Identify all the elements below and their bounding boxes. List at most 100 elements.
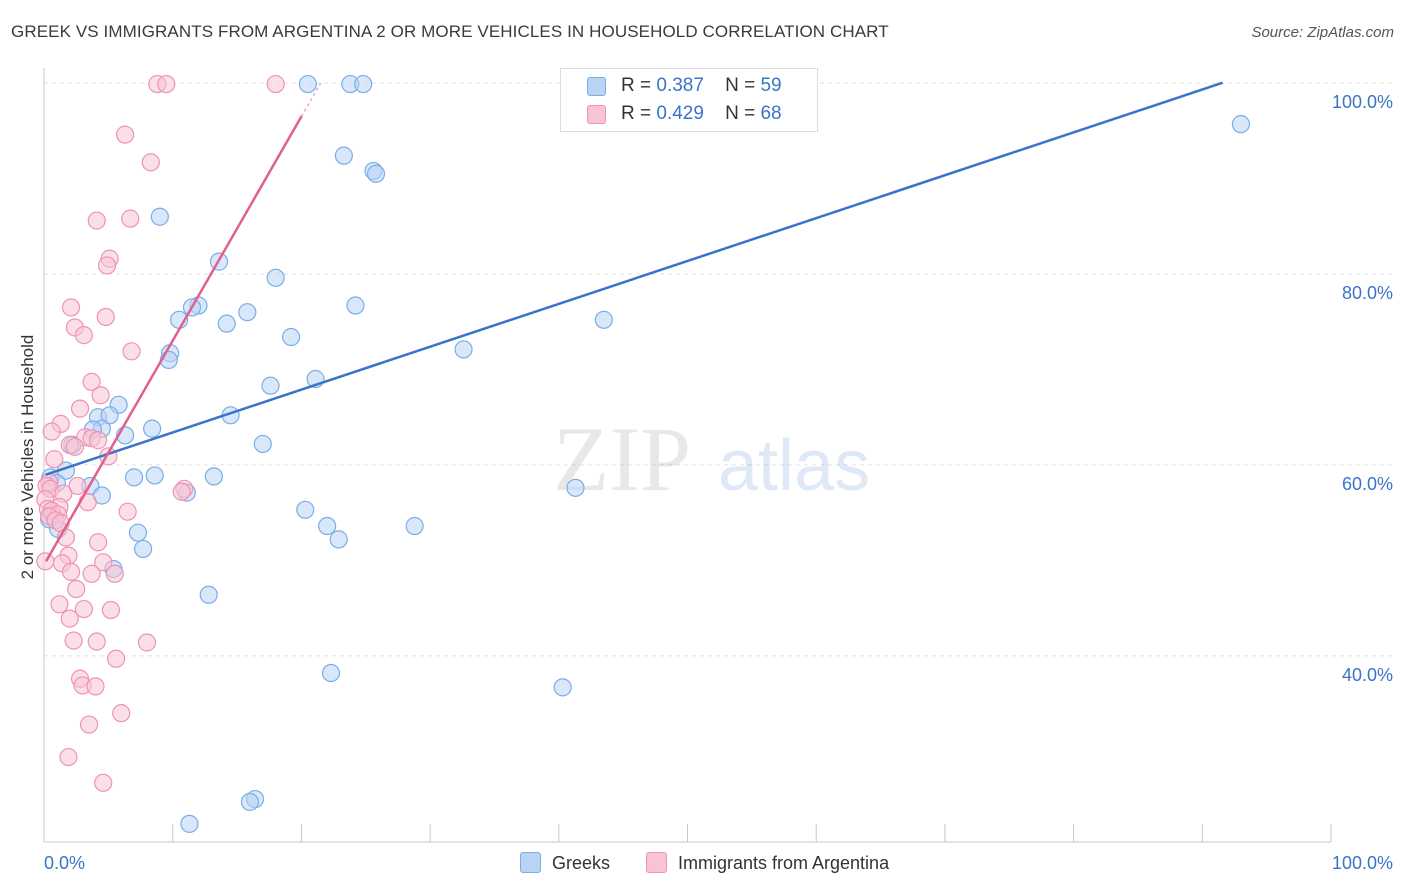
argentina-point: [122, 342, 141, 361]
argentina-trend-extension: [300, 82, 322, 117]
greeks-point: [133, 539, 153, 559]
x-tick-label-min: 0.0%: [44, 853, 85, 873]
greeks-point: [318, 516, 337, 536]
argentina-point: [74, 326, 93, 345]
greeks-point: [296, 500, 315, 519]
argentina-point: [70, 399, 90, 418]
greeks-point: [238, 303, 257, 322]
y-axis-label: 2 or more Vehicles in Household: [18, 334, 37, 580]
greeks-point: [1231, 115, 1251, 134]
greeks-point: [253, 434, 272, 454]
greeks-point: [334, 146, 353, 165]
greeks-stats-text: R = 0.387 N = 59: [621, 73, 782, 99]
legend-argentina-label: Immigrants from Argentina: [678, 853, 890, 873]
argentina-trend-line: [45, 115, 303, 562]
stats-legend: R = 0.387 N = 59 R = 0.429 N = 68: [560, 68, 818, 132]
greeks-point: [405, 516, 424, 536]
trend-layer: [45, 81, 1223, 562]
argentina-point: [94, 553, 113, 572]
source-label: Source: ZipAtlas.com: [1251, 24, 1394, 41]
y-tick-label: 80.0%: [1342, 283, 1393, 303]
argentina-point: [45, 450, 64, 469]
greeks-point: [128, 523, 148, 542]
argentina-swatch: [587, 105, 606, 124]
argentina-point: [61, 562, 81, 581]
argentina-point: [115, 125, 135, 144]
argentina-point: [61, 298, 81, 317]
axis-layer: [43, 68, 1332, 843]
greeks-point: [566, 478, 585, 497]
argentina-point: [88, 533, 108, 552]
argentina-n-value: 68: [760, 103, 782, 124]
greeks-point: [454, 340, 473, 359]
greeks-n-value: 59: [760, 75, 782, 96]
argentina-point: [50, 595, 69, 614]
greeks-point: [100, 406, 119, 425]
legend-item-greeks[interactable]: Greeks: [520, 851, 610, 875]
argentina-point: [74, 599, 93, 619]
argentina-point: [97, 256, 117, 275]
greeks-point: [366, 164, 386, 183]
argentina-point: [105, 564, 124, 583]
y-tick-label: 40.0%: [1342, 665, 1393, 685]
argentina-point: [172, 482, 191, 501]
argentina-r-value: 0.429: [656, 103, 704, 124]
argentina-stats-text: R = 0.429 N = 68: [621, 101, 782, 127]
y-tick-label: 100.0%: [1332, 92, 1393, 112]
argentina-point: [67, 579, 86, 599]
argentina-n-label: N =: [725, 103, 756, 124]
greeks-point: [329, 530, 348, 549]
greeks-r-label: R =: [621, 75, 652, 96]
argentina-point: [79, 715, 99, 734]
argentina-point: [87, 632, 106, 651]
argentina-point: [266, 74, 285, 94]
argentina-point: [91, 386, 110, 405]
greeks-point: [150, 207, 169, 226]
greeks-trend-line: [45, 81, 1223, 476]
argentina-point: [141, 153, 160, 172]
argentina-point: [94, 773, 113, 792]
argentina-r-label: R =: [621, 103, 652, 124]
greeks-point: [145, 466, 164, 485]
argentina-point: [36, 552, 55, 571]
greeks-point: [180, 814, 199, 833]
y-tick-label: 60.0%: [1342, 474, 1393, 494]
tick-label-layer: 0.0% 100.0% 40.0% 60.0% 80.0% 100.0%: [44, 92, 1393, 873]
legend-item-argentina[interactable]: Immigrants from Argentina: [646, 851, 889, 875]
grid-layer: [44, 82, 1393, 657]
greeks-point: [553, 678, 572, 697]
greeks-n-label: N =: [725, 75, 756, 96]
greeks-point: [321, 663, 341, 683]
argentina-point: [82, 372, 101, 391]
argentina-point: [157, 74, 176, 94]
argentina-point: [60, 609, 79, 628]
argentina-point: [121, 209, 140, 228]
argentina-point: [106, 649, 126, 668]
x-tick-label-max: 100.0%: [1332, 853, 1393, 873]
greeks-point: [217, 314, 236, 333]
greeks-point: [204, 467, 223, 486]
argentina-point: [96, 307, 115, 327]
greeks-point: [266, 268, 285, 287]
argentina-point: [118, 502, 137, 521]
watermark-atlas: atlas: [718, 426, 870, 506]
greeks-point: [346, 296, 365, 315]
greeks-point: [240, 792, 260, 812]
points-layer: [36, 74, 1251, 833]
argentina-point: [101, 600, 121, 620]
legend-greeks-label: Greeks: [552, 853, 611, 873]
argentina-point: [59, 747, 78, 767]
greeks-r-value: 0.387: [656, 75, 704, 96]
legend-greeks-swatch: [520, 852, 541, 873]
argentina-point: [78, 493, 97, 512]
greeks-point: [354, 74, 373, 94]
argentina-point: [65, 437, 84, 456]
greeks-swatch: [587, 77, 606, 96]
watermark: ZIP atlas: [553, 408, 870, 510]
argentina-point: [88, 431, 108, 450]
chart-title: GREEK VS IMMIGRANTS FROM ARGENTINA 2 OR …: [11, 22, 889, 41]
greeks-point: [282, 327, 301, 347]
greeks-point: [594, 310, 613, 329]
argentina-point: [82, 564, 101, 583]
greeks-point: [143, 419, 162, 438]
